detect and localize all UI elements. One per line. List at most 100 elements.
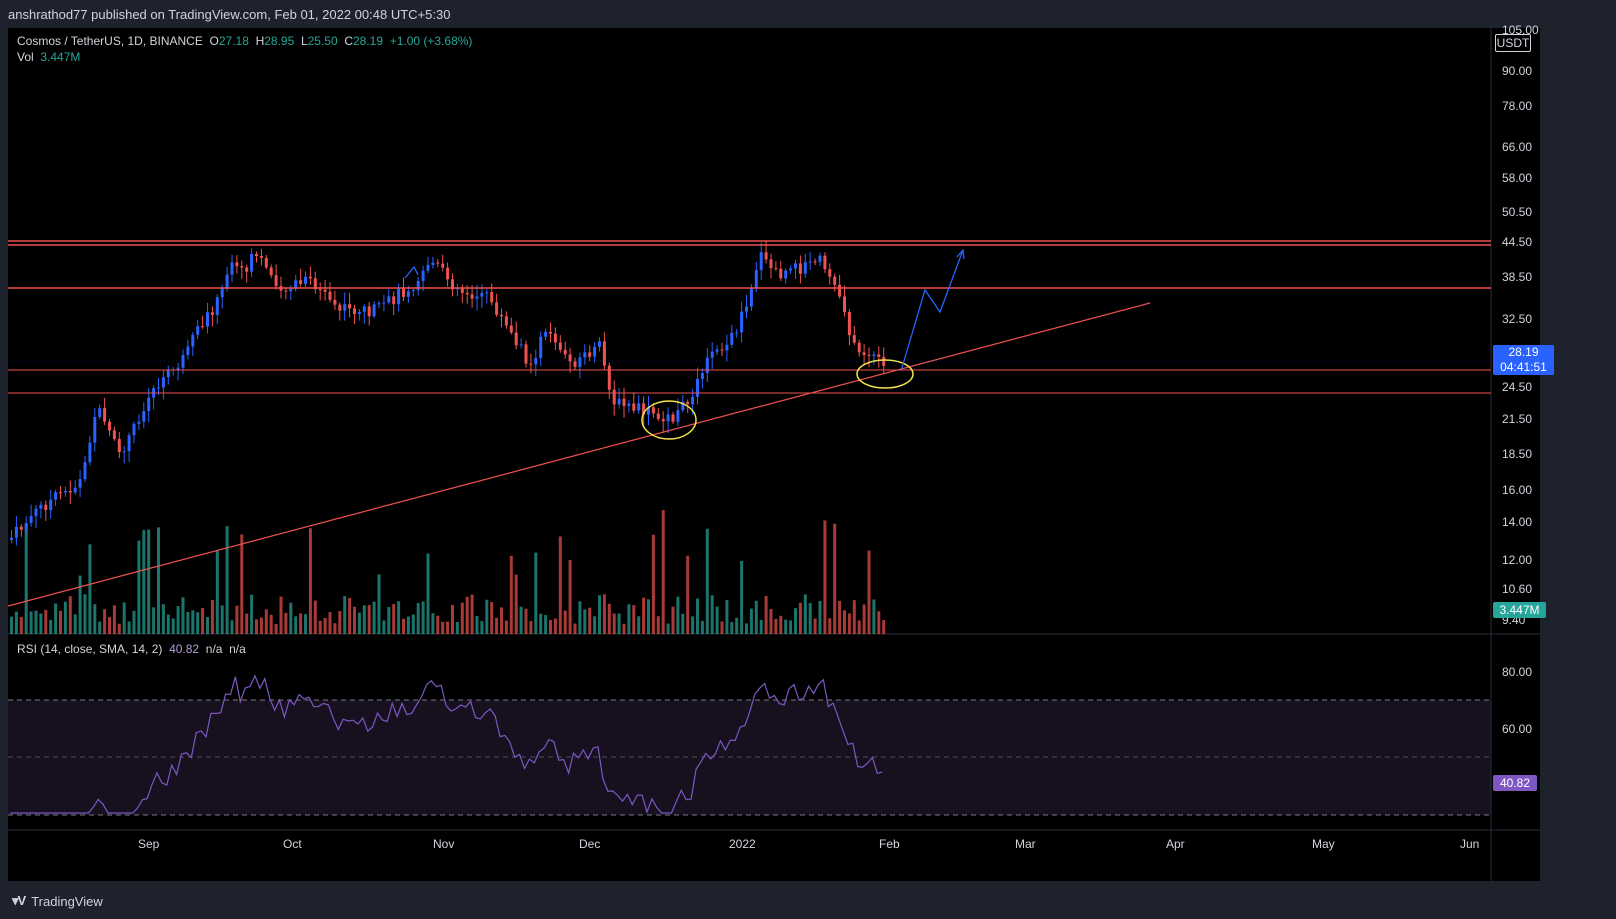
- volume-bar: [568, 559, 572, 634]
- volume-bar: [308, 528, 312, 634]
- volume-value: 3.447M: [40, 50, 81, 64]
- chart-canvas[interactable]: [8, 28, 1540, 881]
- volume-bar: [348, 597, 352, 634]
- candle-body: [49, 499, 53, 511]
- volume-bar: [196, 612, 200, 634]
- candle-body: [823, 255, 827, 270]
- volume-bar: [132, 610, 136, 634]
- volume-legend[interactable]: Vol 3.447M: [17, 50, 80, 64]
- volume-bar: [54, 603, 58, 634]
- volume-bar: [779, 615, 783, 634]
- volume-bar: [602, 594, 606, 634]
- volume-bar: [259, 617, 263, 634]
- price-legend[interactable]: Cosmos / TetherUS, 1D, BINANCE O27.18 H2…: [17, 34, 472, 48]
- volume-bar: [39, 613, 43, 634]
- volume-bar: [671, 606, 675, 634]
- volume-bar: [142, 530, 146, 634]
- volume-bar: [637, 616, 641, 634]
- candle-body: [460, 288, 464, 293]
- volume-bar: [318, 620, 322, 634]
- volume-bar: [313, 600, 317, 634]
- volume-bar: [63, 601, 67, 634]
- volume-bar: [49, 619, 53, 634]
- volume-bar: [274, 623, 278, 634]
- candle-countdown: 04:41:51: [1500, 360, 1547, 374]
- volume-bar: [338, 611, 342, 634]
- footer-bar: ▾V TradingView: [0, 884, 1616, 919]
- volume-bar: [446, 621, 450, 634]
- projection-path[interactable]: [900, 249, 964, 372]
- candle-body: [426, 264, 430, 271]
- volume-bar: [754, 600, 758, 634]
- candle-body: [651, 407, 655, 414]
- candle-body: [98, 408, 102, 417]
- volume-bar: [838, 600, 842, 634]
- candle-body: [103, 408, 107, 422]
- chart-area[interactable]: Cosmos / TetherUS, 1D, BINANCE O27.18 H2…: [8, 23, 1554, 881]
- publisher-line: anshrathod77 published on TradingView.co…: [8, 7, 451, 22]
- volume-bar: [588, 607, 592, 634]
- currency-badge[interactable]: USDT: [1495, 34, 1531, 52]
- volume-badge: 3.447M: [1493, 602, 1546, 618]
- rsi-legend[interactable]: RSI (14, close, SMA, 14, 2) 40.82 n/a n/…: [17, 642, 246, 656]
- time-tick: Jun: [1460, 837, 1480, 851]
- volume-bar: [470, 594, 474, 634]
- volume-bar: [157, 527, 160, 634]
- close-value: 28.19: [353, 34, 384, 48]
- candle-body: [779, 268, 783, 279]
- volume-bar: [764, 595, 768, 634]
- candle-body: [798, 263, 802, 274]
- highlight-ellipse-dec[interactable]: [641, 400, 697, 440]
- candle-body: [539, 336, 543, 358]
- candle-body: [759, 252, 763, 271]
- volume-bar: [201, 607, 205, 634]
- candle-body: [387, 296, 391, 303]
- candle-body: [563, 349, 567, 355]
- volume-bar: [700, 620, 704, 634]
- symbol-label[interactable]: Cosmos / TetherUS, 1D, BINANCE: [17, 34, 203, 48]
- candle-body: [147, 397, 151, 412]
- price-tick: 78.00: [1502, 99, 1533, 113]
- tradingview-logo[interactable]: ▾V TradingView: [12, 893, 103, 909]
- ascending-trendline[interactable]: [8, 302, 1151, 607]
- time-tick: Feb: [879, 837, 900, 851]
- price-tick: 14.00: [1502, 515, 1533, 529]
- volume-bar: [504, 620, 508, 634]
- close-label: C: [344, 34, 353, 48]
- candle-body: [622, 398, 626, 406]
- candle-body: [362, 306, 366, 312]
- time-tick: Dec: [579, 837, 601, 851]
- volume-bar: [353, 606, 356, 634]
- volume-bar: [34, 610, 38, 634]
- volume-bar: [269, 614, 273, 634]
- candle-body: [108, 421, 111, 431]
- volume-bar: [112, 605, 116, 634]
- volume-bar: [823, 520, 827, 634]
- price-tick: 38.50: [1502, 270, 1533, 284]
- volume-bar: [176, 606, 180, 634]
- price-tick: 66.00: [1502, 140, 1533, 154]
- volume-bar: [480, 621, 484, 634]
- candle-body: [117, 438, 121, 452]
- candle-body: [137, 421, 141, 424]
- candle-body: [676, 410, 680, 422]
- volume-bar: [279, 596, 283, 634]
- candle-body: [813, 261, 817, 263]
- volume-bar: [843, 610, 846, 634]
- volume-bar: [406, 616, 410, 634]
- small-arrow-mark[interactable]: [404, 265, 419, 279]
- volume-bar: [436, 615, 440, 634]
- candle-body: [191, 334, 195, 347]
- candle-body: [740, 311, 744, 333]
- volume-bar: [749, 608, 753, 634]
- volume-bar: [539, 613, 543, 634]
- candle-body: [607, 365, 611, 390]
- volume-bar: [710, 595, 714, 634]
- highlight-ellipse-feb[interactable]: [856, 359, 914, 389]
- candle-body: [480, 292, 484, 297]
- volume-bar: [397, 601, 401, 634]
- candle-body: [245, 267, 249, 272]
- volume-bar: [583, 609, 587, 634]
- candle-body: [710, 351, 714, 358]
- candle-body: [377, 303, 381, 305]
